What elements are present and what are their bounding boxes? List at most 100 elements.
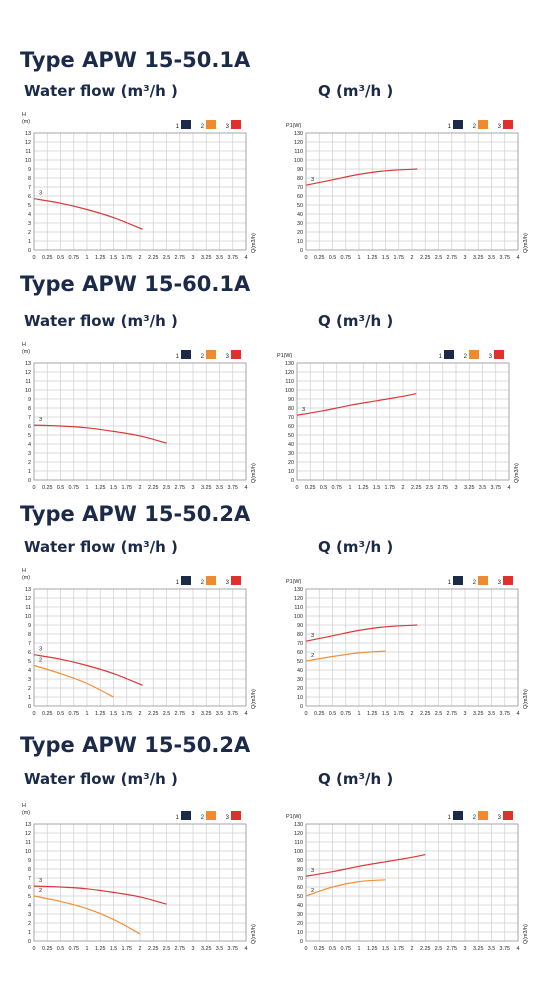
y-tick-label: 12: [25, 596, 31, 602]
plot-frame: [305, 132, 519, 251]
x-tick-label: 2.75: [175, 485, 186, 491]
x-tick-label: 3.75: [228, 946, 239, 952]
legend-swatch: [181, 120, 191, 129]
x-tick-label: 0.5: [57, 946, 65, 952]
y-tick-label: 6: [28, 194, 31, 200]
y-tick-label: 0: [300, 248, 303, 254]
y-axis-unit: (m): [22, 349, 30, 355]
x-axis-label: Q(m3/h): [251, 233, 257, 253]
y-tick-label: 20: [297, 230, 303, 236]
y-tick-label: 8: [28, 632, 31, 638]
x-tick-label: 2.25: [148, 485, 159, 491]
section-title: Type APW 15-60.1A: [20, 272, 251, 296]
x-tick-label: 0.25: [314, 946, 325, 952]
x-tick-label: 1.75: [394, 711, 405, 717]
x-tick-label: 1.5: [373, 485, 381, 491]
x-axis-label: Q(m3/h): [523, 924, 529, 944]
series-label-3: 3: [311, 177, 314, 183]
head-chart: 0 0.25 0.5 0.75 1 1.25 1.5 1.75 2 2.25 2.5 2.75 3 3.2…: [22, 803, 257, 952]
x-tick-label: 0.75: [332, 485, 343, 491]
legend-label: 1: [176, 354, 180, 360]
x-tick-label: 3.5: [216, 485, 224, 491]
legend-swatch: [181, 576, 191, 585]
y-tick-label: 2: [28, 921, 31, 927]
y-tick-label: 50: [297, 659, 303, 665]
y-tick-label: 10: [25, 158, 31, 164]
legend-label: 3: [489, 354, 493, 360]
x-tick-label: 4: [245, 255, 248, 261]
x-tick-label: 3.25: [201, 485, 212, 491]
y-tick-label: 4: [28, 668, 31, 674]
legend-swatch: [453, 576, 463, 585]
x-tick-label: 2.5: [163, 946, 171, 952]
x-tick-label: 0: [33, 485, 36, 491]
x-tick-label: 3.25: [473, 711, 484, 717]
section-2: Type APW 15-60.1A Water flow (m³/h ) Q (…: [0, 272, 550, 504]
x-tick-label: 3.75: [228, 485, 239, 491]
x-axis-label: Q(m3/h): [251, 924, 257, 944]
x-tick-label: 0.25: [42, 946, 53, 952]
series-line-3: [305, 854, 426, 877]
y-tick-label: 70: [297, 185, 303, 191]
legend-label: 2: [473, 580, 477, 586]
y-tick-label: 120: [285, 370, 294, 376]
x-tick-label: 1.5: [382, 946, 390, 952]
x-tick-label: 2.75: [438, 485, 449, 491]
x-tick-label: 2: [402, 485, 405, 491]
series-line-3: [33, 424, 167, 444]
x-tick-label: 0: [33, 946, 36, 952]
series-line-2: [33, 895, 141, 935]
y-tick-label: 130: [294, 587, 303, 593]
series-line-2: [33, 664, 114, 698]
x-tick-label: 1: [358, 711, 361, 717]
legend-swatch: [206, 120, 216, 129]
section-1: Type APW 15-50.1A Water flow (m³/h ) Q (…: [0, 48, 550, 280]
x-tick-label: 1.75: [394, 946, 405, 952]
y-tick-label: 110: [294, 605, 303, 611]
x-tick-label: 3: [192, 255, 195, 261]
y-tick-label: 13: [25, 361, 31, 367]
y-axis-unit: (m): [22, 575, 30, 581]
x-tick-label: 2.25: [148, 711, 159, 717]
x-tick-label: 3: [464, 711, 467, 717]
x-tick-label: 3.5: [488, 255, 496, 261]
y-tick-label: 80: [297, 632, 303, 638]
y-tick-label: 7: [28, 185, 31, 191]
x-axis-label: Q(m3/h): [523, 233, 529, 253]
y-tick-label: 0: [28, 478, 31, 484]
y-tick-label: 1: [28, 239, 31, 245]
x-tick-label: 1.25: [95, 255, 106, 261]
y-tick-label: 6: [28, 650, 31, 656]
y-tick-label: 20: [297, 921, 303, 927]
legend-swatch: [181, 811, 191, 820]
x-tick-label: 1.75: [385, 485, 396, 491]
legend-label: 2: [464, 354, 468, 360]
y-tick-label: 10: [297, 930, 303, 936]
x-tick-label: 0.75: [69, 485, 80, 491]
legend-label: 2: [201, 124, 205, 130]
x-tick-label: 1.75: [122, 946, 133, 952]
water-flow-heading: Water flow (m³/h ): [24, 82, 178, 100]
x-tick-label: 1.25: [367, 946, 378, 952]
y-tick-label: 10: [25, 388, 31, 394]
plot-frame: [305, 823, 519, 942]
y-tick-label: 11: [25, 149, 31, 155]
y-tick-label: 60: [297, 650, 303, 656]
x-tick-label: 2.5: [435, 946, 443, 952]
y-tick-label: 3: [28, 912, 31, 918]
water-flow-heading: Water flow (m³/h ): [24, 538, 178, 556]
x-tick-label: 0.25: [314, 255, 325, 261]
power-chart: 0 0.25 0.5 0.75 1 1.25 1.5 1.75 2 2.25 2.5 2.75 3 3.2…: [286, 576, 529, 717]
y-tick-label: 3: [28, 677, 31, 683]
x-tick-label: 2.75: [447, 946, 458, 952]
y-tick-label: 30: [297, 221, 303, 227]
plot-frame: [33, 362, 247, 481]
y-tick-label: 90: [297, 858, 303, 864]
x-tick-label: 2.25: [420, 255, 431, 261]
x-tick-label: 3: [192, 946, 195, 952]
y-tick-label: 80: [297, 867, 303, 873]
legend-label: 3: [226, 580, 230, 586]
y-tick-label: 40: [288, 442, 294, 448]
y-tick-label: 10: [297, 695, 303, 701]
y-tick-label: 1: [28, 469, 31, 475]
